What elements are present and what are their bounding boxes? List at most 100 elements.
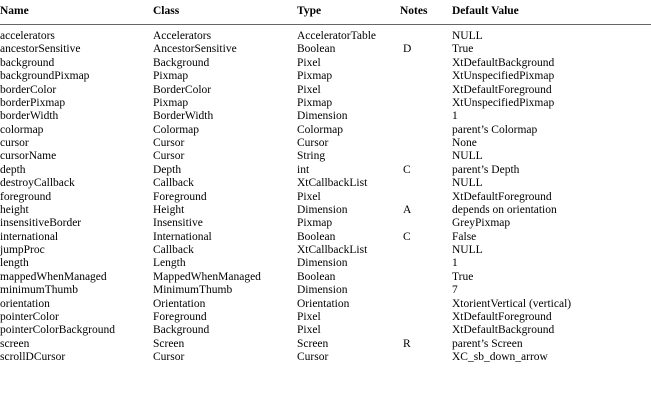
cell-name: pointerColorBackground xyxy=(0,324,115,337)
cell-default-value: NULL xyxy=(452,177,483,190)
cell-name: international xyxy=(0,230,59,243)
header-name: Name xyxy=(0,5,29,17)
cell-type: Orientation xyxy=(297,297,350,310)
cell-type: String xyxy=(297,150,326,163)
cell-name: borderWidth xyxy=(0,110,59,123)
cell-class: BorderColor xyxy=(153,83,212,96)
cell-name: destroyCallback xyxy=(0,177,75,190)
cell-class: Foreground xyxy=(153,310,207,323)
table-row: cursor Cursor Cursor None xyxy=(0,137,651,150)
cell-default-value: parent’s Colormap xyxy=(452,123,538,136)
header-notes: Notes xyxy=(400,5,428,17)
cell-type: AcceleratorTable xyxy=(297,30,377,42)
cell-default-value: NULL xyxy=(452,30,483,42)
cell-default-value: NULL xyxy=(452,150,483,163)
cell-default-value: True xyxy=(452,43,474,56)
table-header: Name Class Type Notes Default Value xyxy=(0,4,651,18)
table-row: mappedWhenManaged MappedWhenManaged Boolea… xyxy=(0,271,651,284)
cell-type: XtCallbackList xyxy=(297,177,368,190)
cell-name: colormap xyxy=(0,123,44,136)
cell-type: Screen xyxy=(297,337,329,350)
header-default-value: Default Value xyxy=(452,5,519,17)
cell-type: Pixel xyxy=(297,83,321,96)
cell-name: background xyxy=(0,56,55,69)
cell-class: Foreground xyxy=(153,190,207,203)
cell-name: length xyxy=(0,257,29,270)
table-row: borderColor BorderColor Pixel XtDefaultFore… xyxy=(0,84,651,97)
table-row: orientation Orientation Orientation Xtorien… xyxy=(0,298,651,311)
cell-default-value: XtDefaultBackground xyxy=(452,324,555,337)
header-class: Class xyxy=(153,5,180,17)
cell-notes: C xyxy=(403,230,411,243)
table-row: colormap Colormap Colormap parent’s Colorma… xyxy=(0,124,651,137)
cell-class: Callback xyxy=(153,177,194,190)
cell-type: Pixmap xyxy=(297,70,333,83)
cell-name: mappedWhenManaged xyxy=(0,270,107,283)
cell-default-value: NULL xyxy=(452,244,483,256)
header-divider xyxy=(0,24,651,25)
cell-type: Pixmap xyxy=(297,96,333,109)
cell-type: Pixel xyxy=(297,310,321,323)
cell-class: AncestorSensitive xyxy=(153,43,237,56)
table-row: length Length Dimension 1 xyxy=(0,257,651,270)
cell-class: Cursor xyxy=(153,150,185,163)
cell-class: Pixmap xyxy=(153,70,189,83)
cell-default-value: parent’s Screen xyxy=(452,337,523,350)
cell-type: Dimension xyxy=(297,110,348,123)
table-body: accelerators Accelerators AcceleratorTable… xyxy=(0,30,651,364)
cell-default-value: None xyxy=(452,137,477,149)
table-row: pointerColorBackground Background Pixel XtD… xyxy=(0,324,651,337)
cell-type: Pixmap xyxy=(297,217,333,230)
cell-class: Insensitive xyxy=(153,217,203,230)
cell-default-value: XtUnspecifiedPixmap xyxy=(452,96,555,109)
cell-name: borderColor xyxy=(0,83,57,96)
cell-name: foreground xyxy=(0,190,52,203)
cell-class: Background xyxy=(153,324,210,337)
cell-type: Boolean xyxy=(297,230,336,243)
cell-default-value: 1 xyxy=(452,257,458,270)
table-row: insensitiveBorder Insensitive Pixmap GreyPi… xyxy=(0,217,651,230)
cell-default-value: False xyxy=(452,230,477,243)
cell-default-value: depends on orientation xyxy=(452,203,557,216)
cell-type: Pixel xyxy=(297,190,321,203)
cell-type: Pixel xyxy=(297,56,321,69)
table-row: destroyCallback Callback XtCallbackList NUL… xyxy=(0,177,651,190)
table-row: accelerators Accelerators AcceleratorTable… xyxy=(0,30,651,43)
cell-name: backgroundPixmap xyxy=(0,70,90,83)
cell-name: pointerColor xyxy=(0,310,59,323)
cell-name: depth xyxy=(0,163,26,176)
cell-type: Pixel xyxy=(297,324,321,337)
cell-name: cursor xyxy=(0,137,29,149)
cell-type: Dimension xyxy=(297,203,348,216)
cell-notes: C xyxy=(403,163,411,176)
table-row: backgroundPixmap Pixmap Pixmap XtUnspecifie… xyxy=(0,70,651,83)
cell-name: insensitiveBorder xyxy=(0,217,82,230)
table-row: ancestorSensitive AncestorSensitive Boolea… xyxy=(0,43,651,56)
cell-default-value: XtDefaultForeground xyxy=(452,310,552,323)
cell-class: Background xyxy=(153,56,210,69)
cell-default-value: GreyPixmap xyxy=(452,217,511,230)
cell-default-value: XtDefaultForeground xyxy=(452,83,552,96)
table-row: background Background Pixel XtDefaultBackgr… xyxy=(0,57,651,70)
cell-default-value: XC_sb_down_arrow xyxy=(452,351,548,363)
table-row: borderPixmap Pixmap Pixmap XtUnspecifiedPix… xyxy=(0,97,651,110)
cell-type: Boolean xyxy=(297,43,336,56)
cell-class: Cursor xyxy=(153,351,185,363)
cell-notes: D xyxy=(403,43,412,56)
cell-type: Boolean xyxy=(297,270,336,283)
cell-type: Dimension xyxy=(297,257,348,270)
table-row: minimumThumb MinimumThumb Dimension 7 xyxy=(0,284,651,297)
cell-class: Orientation xyxy=(153,297,206,310)
cell-name: minimumThumb xyxy=(0,284,78,297)
cell-class: Height xyxy=(153,203,185,216)
table-row: scrollDCursor Cursor Cursor XC_sb_down_arro… xyxy=(0,351,651,364)
cell-notes: R xyxy=(403,337,411,350)
cell-default-value: 7 xyxy=(452,284,458,297)
cell-name: ancestorSensitive xyxy=(0,43,81,56)
cell-default-value: parent’s Depth xyxy=(452,163,520,176)
cell-default-value: XtUnspecifiedPixmap xyxy=(452,70,555,83)
cell-default-value: 1 xyxy=(452,110,458,123)
